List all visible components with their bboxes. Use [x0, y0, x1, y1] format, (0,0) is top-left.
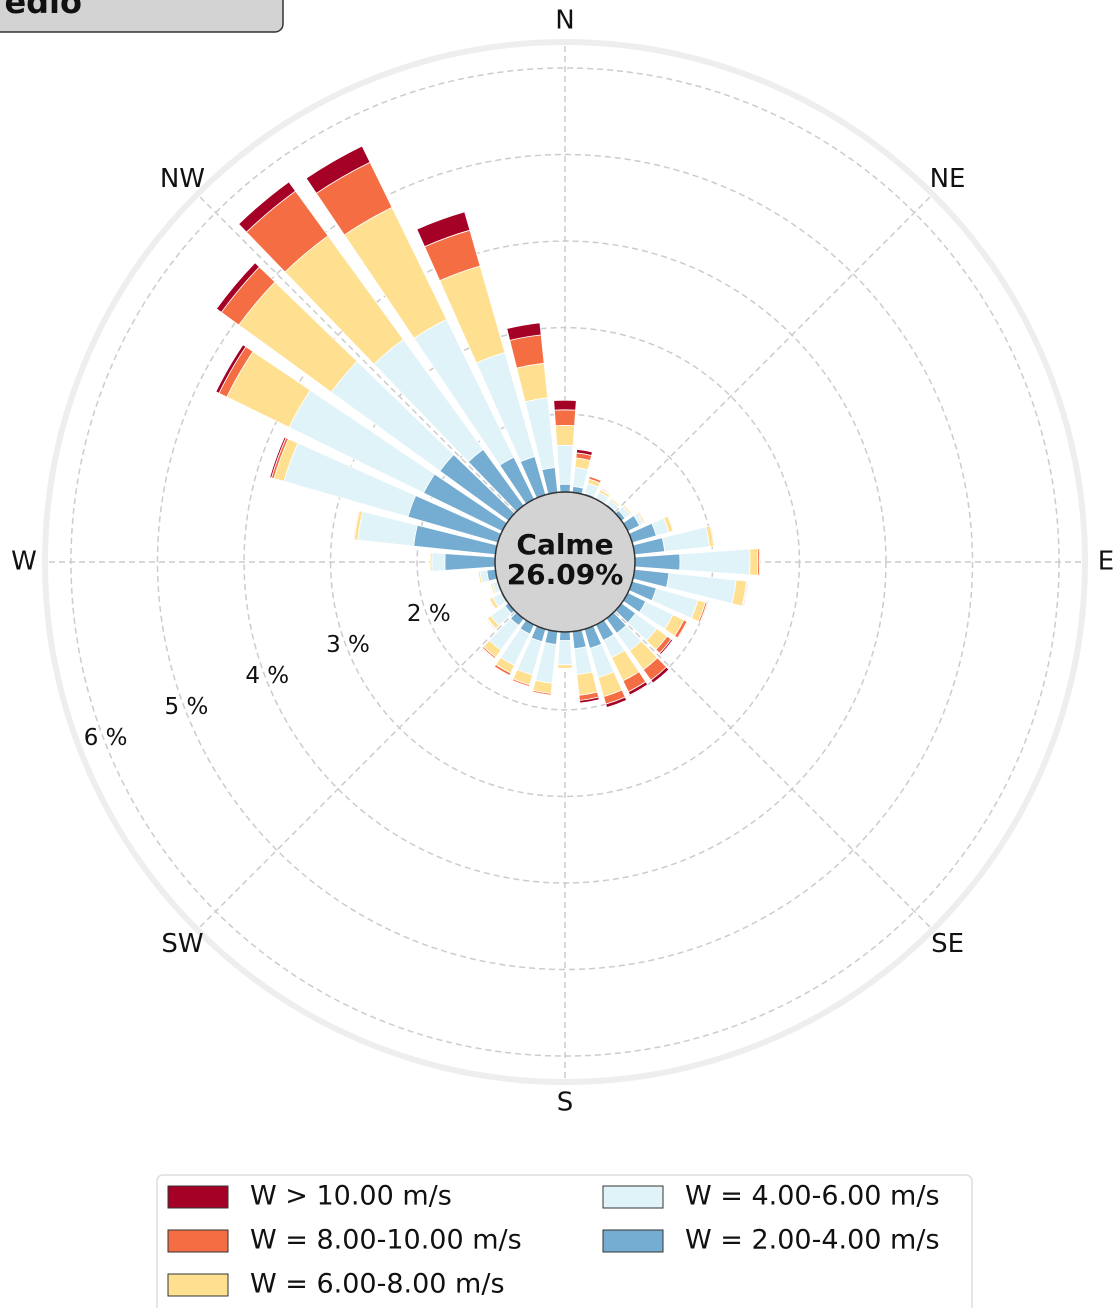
wind-bar-segment [477, 570, 483, 584]
grid-spoke [196, 193, 566, 563]
grid-ring [156, 153, 974, 971]
direction-label: SE [931, 929, 964, 959]
wind-bar-segment [431, 552, 446, 572]
calm-value: 26.09% [507, 558, 624, 591]
wind-bar-segment [509, 334, 545, 369]
legend-swatch [602, 1229, 664, 1253]
wind-bar-segment [749, 548, 759, 576]
direction-label: SW [161, 929, 203, 959]
radial-tick-label: 4 % [245, 663, 289, 689]
wind-bar-segment [573, 646, 593, 676]
direction-label: S [557, 1088, 574, 1118]
wind-bar-segment [742, 580, 749, 608]
grid-spoke [564, 561, 934, 931]
wind-bar-segment [516, 362, 549, 403]
outer-frame [42, 39, 1088, 1085]
wind-bar-segment [677, 620, 689, 639]
legend-label: W > 10.00 m/s [250, 1181, 452, 1212]
wind-bar-segment [489, 582, 497, 595]
wind-bar-segment [650, 666, 670, 684]
wind-bar-segment [758, 547, 761, 577]
wind-bar-segment [638, 511, 647, 524]
wind-bar-segment [416, 211, 471, 248]
chart-title: edio [4, 0, 82, 21]
wind-bar-segment [627, 681, 649, 696]
radial-tick-label: 3 % [326, 632, 370, 658]
wind-bar-segment [571, 629, 587, 650]
wind-bar-segment [269, 436, 287, 479]
wind-bar-segment [238, 181, 297, 233]
wind-bar-segment [709, 525, 716, 547]
legend-label: W = 6.00-8.00 m/s [250, 1269, 505, 1300]
radial-tick-label: 5 % [165, 694, 209, 720]
wind-bar-segment [623, 503, 633, 515]
legend-label: W = 8.00-10.00 m/s [250, 1225, 522, 1256]
wind-bar-segment [579, 696, 600, 704]
radial-tick-label: 6 % [84, 725, 128, 751]
wind-bar-segment [699, 602, 709, 624]
legend-label: W = 2.00-4.00 m/s [685, 1225, 940, 1256]
wind-bar-segment [600, 487, 612, 496]
legend-label: W = 4.00-6.00 m/s [685, 1181, 940, 1212]
legend-swatch [602, 1185, 664, 1209]
wind-bar-segment [488, 598, 497, 610]
calm-circle [494, 491, 636, 633]
wind-bar-segment [667, 515, 675, 532]
wind-bar-segment [679, 548, 751, 576]
direction-label: NW [160, 164, 205, 194]
wind-bar-segment [610, 497, 621, 506]
wind-bar-segment [559, 631, 571, 642]
legend-swatch [167, 1273, 229, 1297]
wind-bar-segment [215, 262, 260, 313]
wind-bar-segment [531, 691, 552, 697]
wind-bar-segment [559, 483, 571, 493]
wind-bar-segment [493, 666, 511, 677]
wind-bar-segment [305, 145, 371, 194]
grid-spoke [196, 561, 566, 931]
direction-label: N [555, 6, 574, 36]
wind-bar-segment [557, 640, 573, 666]
wind-bar-segment [553, 409, 577, 427]
wind-bar-segment [634, 553, 681, 571]
legend-box [156, 1174, 973, 1308]
wind-bar-segment [506, 322, 542, 341]
wind-bar-segment [511, 679, 530, 689]
wind-bar-segment [556, 444, 574, 485]
wind-bar-segment [658, 638, 674, 656]
wind-bar-segment [576, 448, 593, 456]
wind-bar-segment [557, 668, 573, 671]
wind-bar-segment [589, 475, 603, 482]
wind-bar-segment [480, 647, 496, 660]
wind-bar-segment [576, 671, 598, 696]
wind-bar-segment [553, 399, 577, 411]
wind-bar-segment [444, 553, 496, 571]
legend-swatch [167, 1229, 229, 1253]
wind-bar-segment [605, 696, 628, 708]
direction-label: NE [930, 164, 966, 194]
direction-label: E [1098, 547, 1114, 577]
wind-bar-segment [572, 466, 589, 489]
wind-bar-segment [485, 618, 496, 631]
wind-bar-segment [352, 510, 360, 541]
wind-bar-segment [557, 664, 573, 669]
legend-swatch [167, 1185, 229, 1209]
calm-label: Calme [516, 528, 613, 561]
wind-bar-segment [215, 344, 247, 394]
wind-bar-segment [429, 552, 433, 572]
grid-spoke [564, 193, 934, 563]
wind-bar-segment [555, 424, 575, 446]
direction-label: W [11, 547, 37, 577]
legend: W > 10.00 m/s W = 8.00-10.00 m/s W = 6.00-… [167, 1181, 940, 1300]
radial-tick-label: 2 % [407, 601, 451, 627]
title-box [0, 0, 284, 33]
